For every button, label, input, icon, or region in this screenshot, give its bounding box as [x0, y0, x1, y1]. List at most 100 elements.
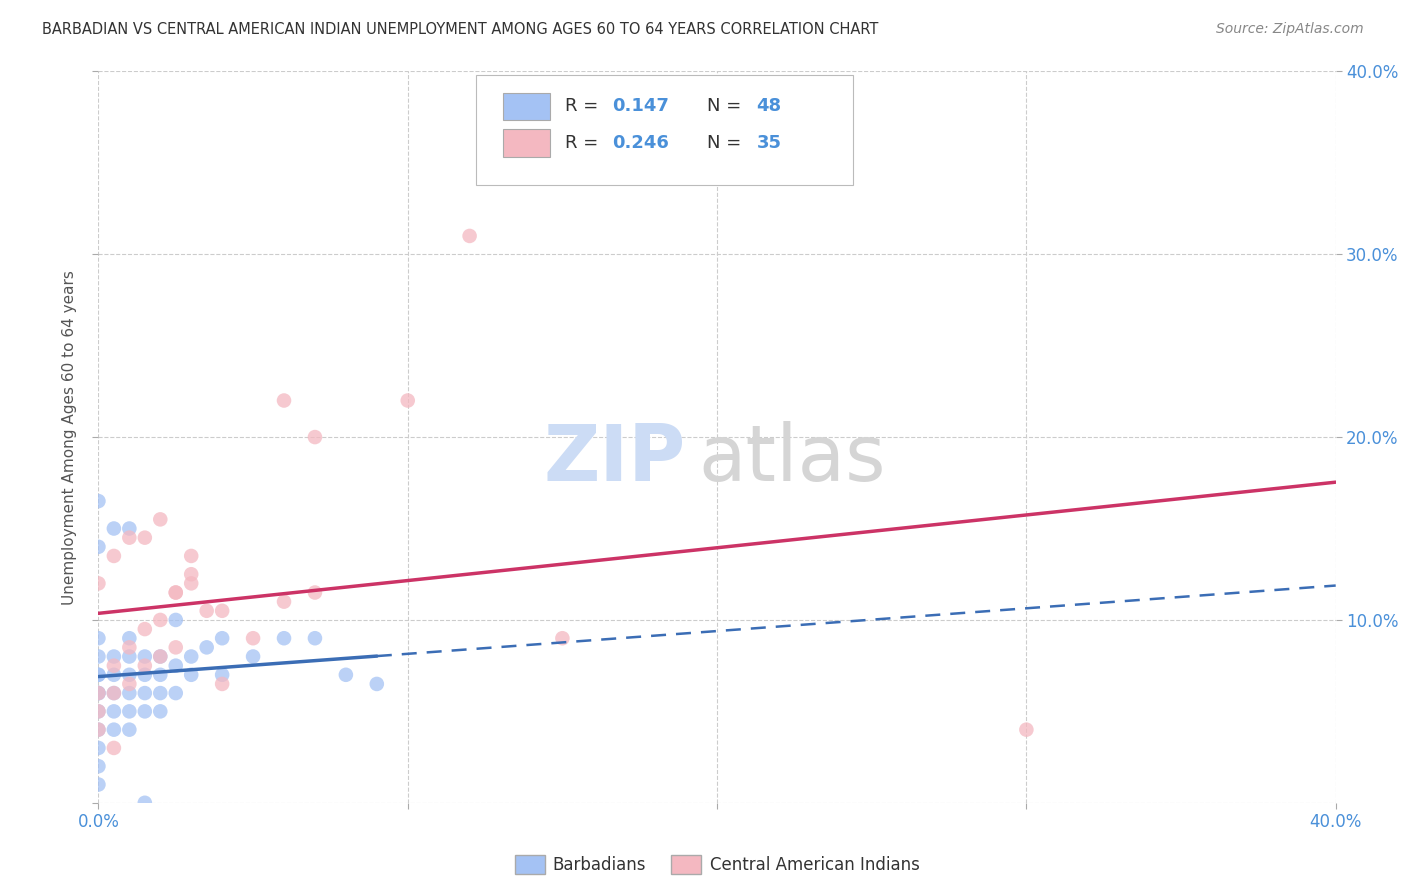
Point [118, 640, 141, 655]
Text: N =: N = [707, 134, 747, 152]
Point [180, 667, 202, 681]
Text: Source: ZipAtlas.com: Source: ZipAtlas.com [1216, 22, 1364, 37]
Point [103, 649, 125, 664]
Point [1015, 723, 1038, 737]
Text: N =: N = [707, 97, 747, 115]
Text: R =: R = [565, 97, 603, 115]
Point [195, 640, 218, 655]
Y-axis label: Unemployment Among Ages 60 to 64 years: Unemployment Among Ages 60 to 64 years [62, 269, 77, 605]
Point [134, 622, 156, 636]
Point [211, 677, 233, 691]
Text: 0.246: 0.246 [612, 134, 669, 152]
Point [103, 740, 125, 755]
Point [103, 705, 125, 719]
Text: 35: 35 [756, 134, 782, 152]
Point [87, 632, 110, 646]
FancyBboxPatch shape [503, 129, 550, 157]
Point [149, 667, 172, 681]
Point [118, 531, 141, 545]
Point [366, 677, 388, 691]
Point [165, 640, 187, 655]
Point [304, 430, 326, 444]
Point [118, 649, 141, 664]
Point [87, 705, 110, 719]
Point [149, 649, 172, 664]
Point [134, 686, 156, 700]
Point [103, 667, 125, 681]
Point [87, 723, 110, 737]
Point [165, 585, 187, 599]
Point [118, 723, 141, 737]
Point [87, 686, 110, 700]
Point [335, 667, 357, 681]
Point [118, 686, 141, 700]
Point [211, 667, 233, 681]
Text: 48: 48 [756, 97, 782, 115]
Point [134, 705, 156, 719]
Point [87, 540, 110, 554]
Text: ZIP: ZIP [544, 421, 686, 497]
Point [87, 667, 110, 681]
Point [87, 686, 110, 700]
Legend: Barbadians, Central American Indians: Barbadians, Central American Indians [506, 847, 928, 882]
Point [304, 632, 326, 646]
Point [242, 632, 264, 646]
Point [273, 393, 295, 408]
Point [87, 777, 110, 792]
FancyBboxPatch shape [475, 75, 853, 185]
Point [195, 604, 218, 618]
Point [149, 613, 172, 627]
Point [180, 649, 202, 664]
Point [103, 723, 125, 737]
Point [458, 228, 481, 243]
Point [165, 613, 187, 627]
Point [118, 677, 141, 691]
Text: 0.147: 0.147 [612, 97, 669, 115]
Point [118, 667, 141, 681]
Point [87, 740, 110, 755]
Point [118, 521, 141, 535]
Point [165, 585, 187, 599]
Point [134, 649, 156, 664]
Point [551, 632, 574, 646]
Point [180, 567, 202, 582]
Point [118, 705, 141, 719]
Point [134, 667, 156, 681]
Point [87, 649, 110, 664]
Point [165, 686, 187, 700]
Point [134, 796, 156, 810]
Point [149, 686, 172, 700]
Point [87, 494, 110, 508]
Point [103, 521, 125, 535]
Text: BARBADIAN VS CENTRAL AMERICAN INDIAN UNEMPLOYMENT AMONG AGES 60 TO 64 YEARS CORR: BARBADIAN VS CENTRAL AMERICAN INDIAN UNE… [42, 22, 879, 37]
Point [396, 393, 419, 408]
Point [103, 686, 125, 700]
Point [149, 649, 172, 664]
Point [211, 632, 233, 646]
Point [87, 705, 110, 719]
Point [103, 686, 125, 700]
Point [180, 549, 202, 563]
Point [87, 686, 110, 700]
Point [87, 759, 110, 773]
FancyBboxPatch shape [503, 93, 550, 120]
Point [242, 649, 264, 664]
Text: R =: R = [565, 134, 603, 152]
Point [134, 531, 156, 545]
Point [103, 549, 125, 563]
Point [87, 667, 110, 681]
Point [273, 632, 295, 646]
Point [165, 658, 187, 673]
Point [180, 576, 202, 591]
Point [87, 576, 110, 591]
Point [304, 585, 326, 599]
Point [134, 658, 156, 673]
Point [87, 723, 110, 737]
Point [149, 705, 172, 719]
Point [273, 594, 295, 608]
Point [211, 604, 233, 618]
Text: atlas: atlas [699, 421, 886, 497]
Point [103, 658, 125, 673]
Point [149, 512, 172, 526]
Point [118, 632, 141, 646]
